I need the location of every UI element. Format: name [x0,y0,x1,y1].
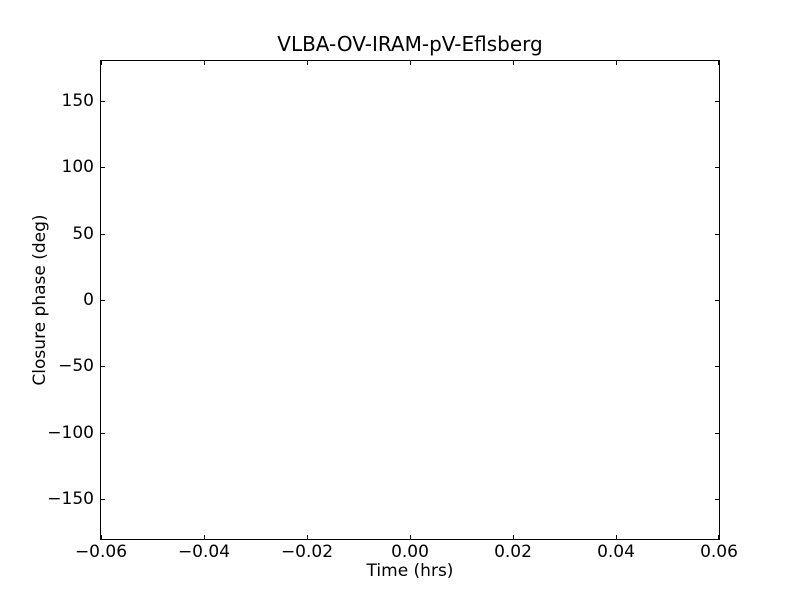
y-tick-label: 0 [83,290,94,310]
x-tick-label: 0.00 [391,542,429,562]
x-tick-mark-top [513,61,514,65]
x-tick-label: 0.04 [597,542,635,562]
x-tick-mark-top [718,61,719,65]
x-tick-mark-bottom [101,535,102,539]
y-tick-mark-left [101,499,105,500]
x-tick-mark-top [307,61,308,65]
x-tick-label: 0.02 [494,542,532,562]
y-tick-mark-left [101,300,105,301]
x-tick-mark-bottom [204,535,205,539]
x-tick-mark-bottom [410,535,411,539]
x-tick-mark-top [410,61,411,65]
y-tick-label: −50 [58,356,94,376]
x-tick-mark-top [616,61,617,65]
x-tick-mark-top [204,61,205,65]
x-tick-label: −0.06 [74,542,128,562]
x-tick-mark-bottom [513,535,514,539]
x-tick-mark-bottom [718,535,719,539]
y-tick-label: 100 [61,157,94,177]
y-tick-mark-left [101,366,105,367]
y-tick-label: −150 [47,489,94,509]
x-tick-label: −0.04 [177,542,231,562]
y-tick-mark-left [101,234,105,235]
y-tick-mark-left [101,167,105,168]
x-tick-mark-bottom [616,535,617,539]
y-tick-mark-right [715,499,719,500]
x-tick-mark-top [101,61,102,65]
y-tick-mark-right [715,366,719,367]
x-tick-mark-bottom [307,535,308,539]
y-tick-mark-right [715,101,719,102]
y-tick-mark-left [101,101,105,102]
y-tick-mark-right [715,300,719,301]
y-tick-mark-right [715,433,719,434]
y-tick-mark-right [715,234,719,235]
x-tick-label: 0.06 [700,542,738,562]
y-tick-label: 150 [61,91,94,111]
y-tick-mark-right [715,167,719,168]
y-tick-mark-left [101,433,105,434]
y-tick-label: −100 [47,423,94,443]
plot-area [100,60,720,540]
x-tick-label: −0.02 [280,542,334,562]
x-axis-label: Time (hrs) [366,561,454,581]
chart-title: VLBA-OV-IRAM-pV-Eflsberg [277,32,543,56]
y-tick-label: 50 [72,224,94,244]
